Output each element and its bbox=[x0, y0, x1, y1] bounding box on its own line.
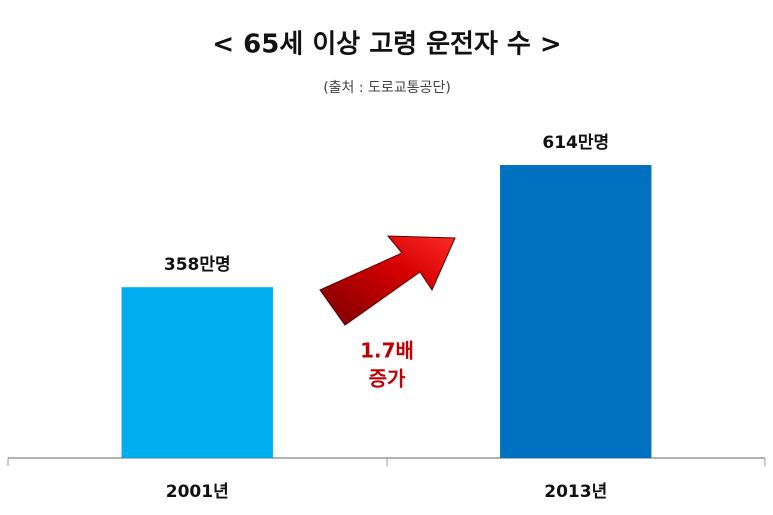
x-tick-label: 2013년 bbox=[544, 482, 607, 502]
bar bbox=[500, 165, 652, 458]
bar bbox=[121, 287, 273, 458]
annotation: 1.7배 bbox=[360, 339, 414, 363]
annotation: 증가 bbox=[369, 367, 406, 391]
chart-subtitle: (출처 : 도로교통공단) bbox=[323, 80, 451, 96]
x-tick-label: 2001년 bbox=[166, 482, 229, 502]
chart-title: < 65세 이상 고령 운전자 수 > bbox=[212, 30, 561, 60]
growth-arrow bbox=[319, 235, 456, 326]
value-label: 358만명 bbox=[164, 255, 231, 275]
value-label: 614만명 bbox=[542, 133, 609, 153]
